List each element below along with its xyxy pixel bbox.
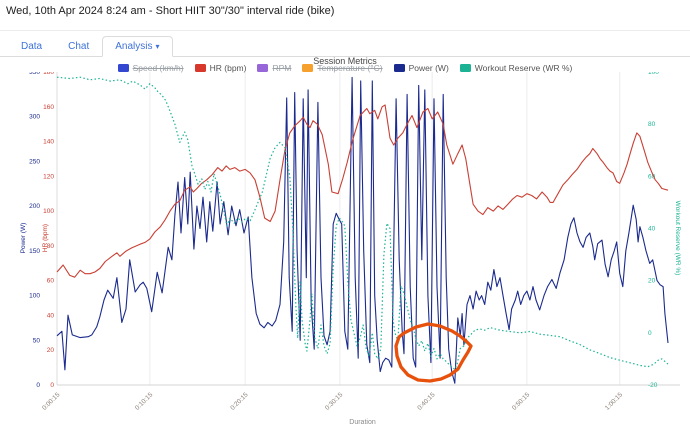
legend-swatch bbox=[459, 64, 471, 72]
legend-swatch bbox=[302, 64, 314, 72]
hr-tick: 180 bbox=[43, 72, 54, 76]
annotation-circle bbox=[394, 322, 473, 383]
legend-swatch bbox=[257, 64, 269, 72]
title-divider bbox=[0, 30, 690, 31]
power-axis-label: Power (W) bbox=[20, 223, 27, 254]
power-tick: 100 bbox=[29, 293, 40, 300]
legend-item-hr-bpm[interactable]: HR (bpm) bbox=[194, 63, 247, 73]
legend-label: Workout Reserve (WR %) bbox=[474, 63, 573, 73]
legend-item-workout-reserve-wr[interactable]: Workout Reserve (WR %) bbox=[459, 63, 573, 73]
tab-analysis-label: Analysis bbox=[115, 41, 153, 52]
series-power bbox=[56, 76, 669, 384]
legend-label: Power (W) bbox=[408, 63, 449, 73]
legend-label: Temperature (°C) bbox=[317, 63, 383, 73]
legend-swatch bbox=[393, 64, 405, 72]
wr-tick: 60 bbox=[648, 173, 656, 180]
series-wr bbox=[56, 76, 669, 370]
wr-tick: 40 bbox=[648, 226, 656, 233]
power-tick: 350 bbox=[29, 72, 40, 76]
legend-item-rpm[interactable]: RPM bbox=[257, 63, 291, 73]
hr-tick: 60 bbox=[47, 278, 55, 285]
hr-axis-label: HR (bpm) bbox=[42, 224, 49, 252]
tab-chat[interactable]: Chat bbox=[68, 41, 90, 52]
x-tick: 1:00:15 bbox=[604, 391, 625, 412]
legend-label: RPM bbox=[272, 63, 292, 73]
power-tick: 150 bbox=[29, 248, 40, 255]
chart-title: Session Metrics bbox=[313, 56, 377, 66]
legend-swatch bbox=[117, 64, 129, 72]
hr-tick: 0 bbox=[50, 382, 54, 389]
power-tick: 250 bbox=[29, 158, 40, 165]
chart-legend: Speed (km/h) HR (bpm) RPM Temperature (°C) P… bbox=[0, 63, 690, 73]
wr-tick: 80 bbox=[648, 121, 656, 128]
hr-tick: 40 bbox=[47, 312, 55, 319]
legend-label: HR (bpm) bbox=[209, 63, 247, 73]
hr-tick: 20 bbox=[47, 347, 55, 354]
tab-bar: Data Chat Analysis ▾ bbox=[0, 36, 690, 57]
hr-tick: 100 bbox=[43, 208, 54, 215]
series-hr bbox=[56, 104, 669, 278]
hr-tick: 160 bbox=[43, 104, 54, 111]
tab-analysis[interactable]: Analysis ▾ bbox=[102, 36, 173, 57]
wr-tick: 20 bbox=[648, 278, 656, 285]
x-tick: 0:00:15 bbox=[41, 391, 62, 412]
x-axis-title: Duration bbox=[349, 419, 376, 426]
legend-item-temperature-c[interactable]: Temperature (°C) bbox=[302, 63, 383, 73]
wr-axis-label: Workout Reserve (WR %) bbox=[674, 201, 681, 276]
legend-swatch bbox=[194, 64, 206, 72]
x-tick: 0:50:15 bbox=[511, 391, 532, 412]
wr-tick: -20 bbox=[648, 382, 658, 389]
tab-data[interactable]: Data bbox=[21, 41, 43, 52]
hr-tick: 80 bbox=[47, 243, 55, 250]
chevron-down-icon: ▾ bbox=[155, 42, 160, 51]
legend-label: Speed (km/h) bbox=[132, 63, 184, 73]
power-tick: 50 bbox=[33, 337, 41, 344]
power-tick: 0 bbox=[36, 382, 40, 389]
x-tick: 0:30:15 bbox=[324, 391, 345, 412]
legend-item-power-w[interactable]: Power (W) bbox=[393, 63, 449, 73]
hr-tick: 120 bbox=[43, 173, 54, 180]
hr-tick: 140 bbox=[43, 139, 54, 146]
wr-tick: 0 bbox=[648, 330, 652, 337]
session-metrics-plot: 0501001502002503003500204060801001201401… bbox=[20, 72, 681, 426]
power-tick: 300 bbox=[29, 114, 40, 121]
x-tick: 0:10:15 bbox=[134, 391, 155, 412]
power-tick: 200 bbox=[29, 203, 40, 210]
wr-tick: 100 bbox=[648, 72, 659, 76]
x-tick: 0:40:15 bbox=[416, 391, 437, 412]
x-tick: 0:20:15 bbox=[229, 391, 250, 412]
legend-item-speed-km-h[interactable]: Speed (km/h) bbox=[117, 63, 184, 73]
page-title: Wed, 10th Apr 2024 8:24 am - Short HIIT … bbox=[6, 5, 335, 17]
